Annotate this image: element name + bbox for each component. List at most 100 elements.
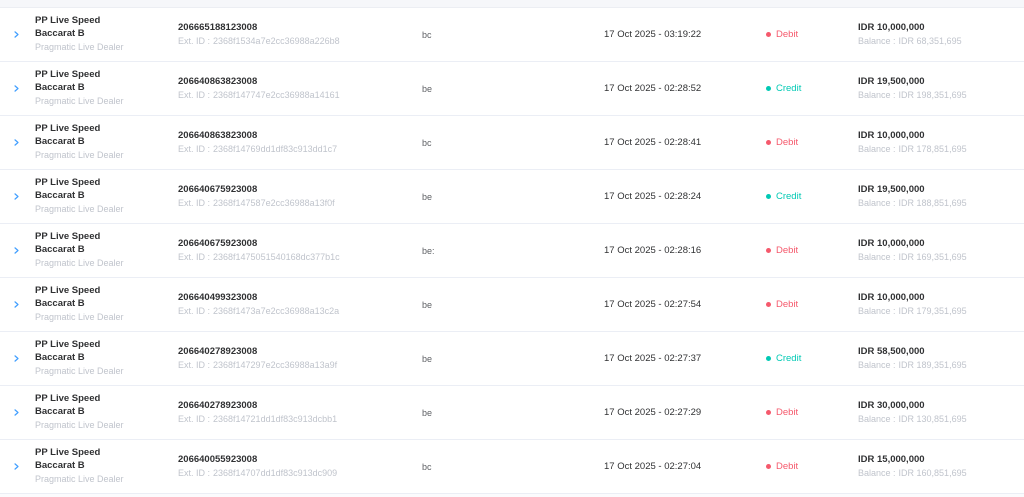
external-id-label: Ext. ID :: [178, 414, 211, 424]
transaction-id: 206640278923008: [178, 400, 258, 411]
transaction-row[interactable]: PP Live Speed Baccarat B Pragmatic Live …: [0, 116, 1024, 170]
transaction-row[interactable]: PP Live Speed Baccarat B Pragmatic Live …: [0, 278, 1024, 332]
type-label: Debit: [776, 245, 799, 256]
type-dot-icon: [766, 248, 771, 253]
datetime-cell: 17 Oct 2025 - 02:28:41: [604, 137, 702, 148]
game-provider: Pragmatic Live Dealer: [35, 474, 124, 484]
type-dot-icon: [766, 140, 771, 145]
balance-label: Balance :: [858, 252, 896, 262]
amount-cell: IDR 10,000,000 Balance : IDR 68,351,695: [858, 21, 1024, 48]
game-cell: PP Live Speed Baccarat B Pragmatic Live …: [35, 339, 178, 378]
balance-value: IDR 68,351,695: [898, 36, 962, 46]
external-id-label: Ext. ID :: [178, 306, 211, 316]
transaction-id-cell: 206665188123008 Ext. ID :2368f1534a7e2cc…: [178, 21, 422, 48]
balance-label: Balance :: [858, 468, 896, 478]
datetime-cell: 17 Oct 2025 - 02:27:54: [604, 299, 702, 310]
transaction-id: 206640499323008: [178, 292, 258, 303]
amount-cell: IDR 58,500,000 Balance : IDR 189,351,695: [858, 345, 1024, 372]
game-cell: PP Live Speed Baccarat B Pragmatic Live …: [35, 123, 178, 162]
transaction-id: 206640675923008: [178, 184, 258, 195]
type-badge: Credit: [766, 353, 858, 364]
type-label: Debit: [776, 299, 799, 310]
amount-cell: IDR 10,000,000 Balance : IDR 169,351,695: [858, 237, 1024, 264]
balance-line: Balance : IDR 178,851,695: [858, 143, 1024, 156]
amount-value: IDR 10,000,000: [858, 22, 925, 33]
transaction-row[interactable]: PP Live Speed Baccarat B Pragmatic Live …: [0, 332, 1024, 386]
amount-value: IDR 15,000,000: [858, 454, 925, 465]
type-label: Credit: [776, 353, 802, 364]
game-provider: Pragmatic Live Dealer: [35, 204, 124, 214]
transaction-row[interactable]: PP Live Speed Baccarat B Pragmatic Live …: [0, 440, 1024, 494]
external-id-value: 2368f147587e2cc36988a13f0f: [213, 198, 335, 208]
external-id-label: Ext. ID :: [178, 360, 211, 370]
type-label: Credit: [776, 83, 802, 94]
external-id-value: 2368f14707dd1df83c913dc909: [213, 468, 338, 478]
balance-line: Balance : IDR 189,351,695: [858, 359, 1024, 372]
type-badge: Debit: [766, 299, 858, 310]
type-badge: Credit: [766, 191, 858, 202]
note-cell: be: [422, 353, 433, 364]
balance-value: IDR 178,851,695: [898, 144, 967, 154]
game-provider: Pragmatic Live Dealer: [35, 42, 124, 52]
balance-line: Balance : IDR 68,351,695: [858, 35, 1024, 48]
external-id-label: Ext. ID :: [178, 144, 211, 154]
game-provider: Pragmatic Live Dealer: [35, 150, 124, 160]
expand-chevron-icon[interactable]: [12, 354, 35, 363]
external-id-value: 2368f1534a7e2cc36988a226b8: [213, 36, 340, 46]
transaction-row[interactable]: PP Live Speed Baccarat B Pragmatic Live …: [0, 8, 1024, 62]
game-name: PP Live Speed Baccarat B: [35, 285, 101, 309]
game-cell: PP Live Speed Baccarat B Pragmatic Live …: [35, 447, 178, 486]
transaction-id: 206665188123008: [178, 22, 258, 33]
type-dot-icon: [766, 356, 771, 361]
external-id-value: 2368f14721dd1df83c913dcbb1: [213, 414, 338, 424]
datetime-cell: 17 Oct 2025 - 02:27:37: [604, 353, 702, 364]
balance-value: IDR 189,351,695: [898, 360, 967, 370]
balance-line: Balance : IDR 160,851,695: [858, 467, 1024, 480]
expand-chevron-icon[interactable]: [12, 138, 35, 147]
note-cell: be: [422, 83, 433, 94]
type-badge: Debit: [766, 137, 858, 148]
balance-value: IDR 198,351,695: [898, 90, 967, 100]
note-cell: be: [422, 191, 433, 202]
transaction-id: 206640675923008: [178, 238, 258, 249]
amount-cell: IDR 19,500,000 Balance : IDR 188,851,695: [858, 183, 1024, 210]
external-id-value: 2368f1475051540168dc377b1c: [213, 252, 340, 262]
type-dot-icon: [766, 194, 771, 199]
game-provider: Pragmatic Live Dealer: [35, 366, 124, 376]
game-cell: PP Live Speed Baccarat B Pragmatic Live …: [35, 177, 178, 216]
expand-chevron-icon[interactable]: [12, 246, 35, 255]
note-cell: bc: [422, 461, 432, 472]
game-name: PP Live Speed Baccarat B: [35, 447, 101, 471]
external-id-label: Ext. ID :: [178, 90, 211, 100]
expand-chevron-icon[interactable]: [12, 30, 35, 39]
note-cell: be: [422, 407, 433, 418]
game-name: PP Live Speed Baccarat B: [35, 15, 101, 39]
external-id: Ext. ID :2368f147587e2cc36988a13f0f: [178, 197, 422, 210]
transaction-id-cell: 206640675923008 Ext. ID :2368f147587e2cc…: [178, 183, 422, 210]
expand-chevron-icon[interactable]: [12, 462, 35, 471]
external-id: Ext. ID :2368f14707dd1df83c913dc909: [178, 467, 422, 480]
balance-line: Balance : IDR 188,851,695: [858, 197, 1024, 210]
game-name: PP Live Speed Baccarat B: [35, 393, 101, 417]
balance-value: IDR 130,851,695: [898, 414, 967, 424]
transaction-id-cell: 206640863823008 Ext. ID :2368f14769dd1df…: [178, 129, 422, 156]
transaction-row[interactable]: PP Live Speed Baccarat B Pragmatic Live …: [0, 62, 1024, 116]
transaction-row[interactable]: PP Live Speed Baccarat B Pragmatic Live …: [0, 170, 1024, 224]
external-id: Ext. ID :2368f147297e2cc36988a13a9f: [178, 359, 422, 372]
transaction-id-cell: 206640863823008 Ext. ID :2368f147747e2cc…: [178, 75, 422, 102]
expand-chevron-icon[interactable]: [12, 408, 35, 417]
game-name: PP Live Speed Baccarat B: [35, 339, 101, 363]
expand-chevron-icon[interactable]: [12, 84, 35, 93]
expand-chevron-icon[interactable]: [12, 192, 35, 201]
expand-chevron-icon[interactable]: [12, 300, 35, 309]
amount-value: IDR 10,000,000: [858, 238, 925, 249]
transaction-row[interactable]: PP Live Speed Baccarat B Pragmatic Live …: [0, 224, 1024, 278]
amount-value: IDR 58,500,000: [858, 346, 925, 357]
transaction-row[interactable]: PP Live Speed Baccarat B Pragmatic Live …: [0, 386, 1024, 440]
amount-cell: IDR 10,000,000 Balance : IDR 179,351,695: [858, 291, 1024, 318]
type-dot-icon: [766, 302, 771, 307]
external-id: Ext. ID :2368f14769dd1df83c913dd1c7: [178, 143, 422, 156]
type-dot-icon: [766, 410, 771, 415]
transaction-id-cell: 206640499323008 Ext. ID :2368f1473a7e2cc…: [178, 291, 422, 318]
amount-cell: IDR 19,500,000 Balance : IDR 198,351,695: [858, 75, 1024, 102]
